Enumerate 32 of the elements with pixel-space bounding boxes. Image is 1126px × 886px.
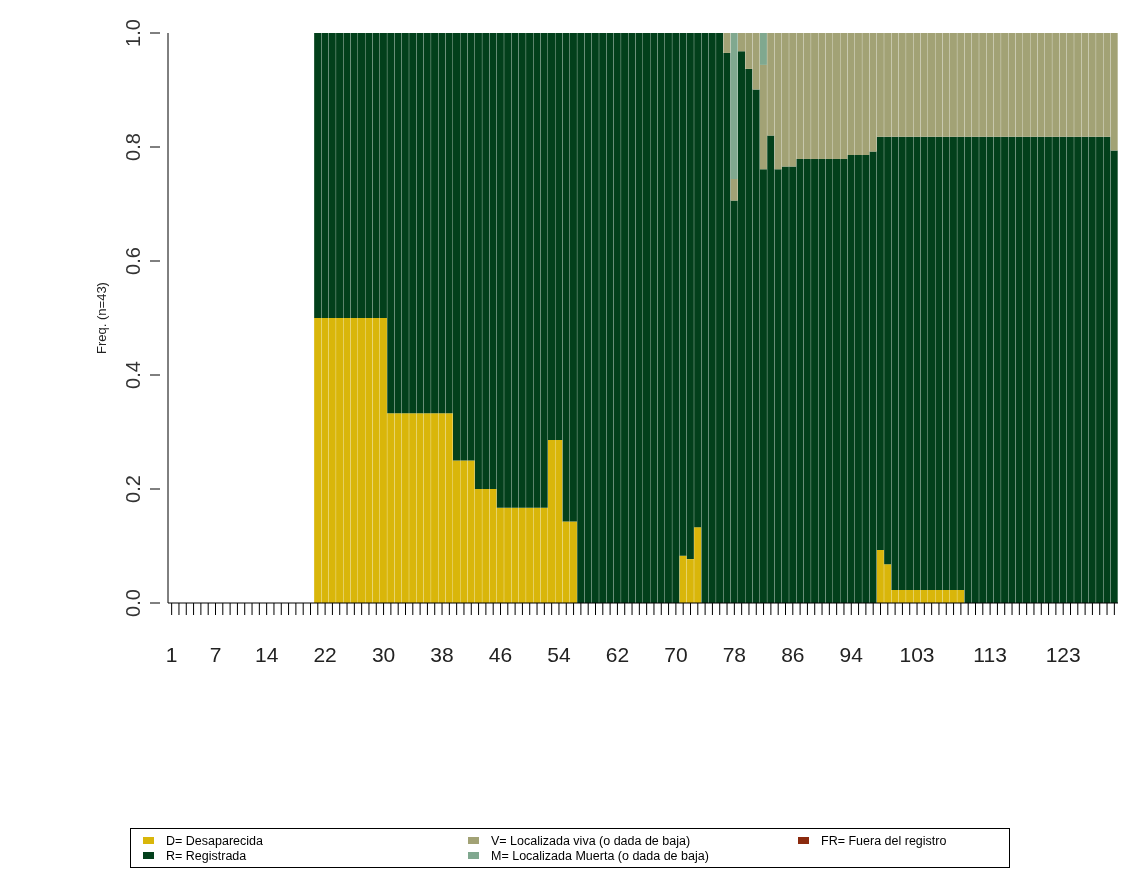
x-tick-label: 1	[165, 642, 178, 666]
bar	[723, 33, 731, 53]
y-axis-title: Freq. (n=43)	[94, 282, 109, 354]
y-tick-label: 0.2	[122, 475, 144, 503]
x-tick-label: 30	[371, 642, 396, 666]
x-tick-label: 113	[973, 642, 1007, 666]
legend-label: D= Desaparecida	[166, 833, 263, 848]
x-tick-label: 46	[488, 642, 513, 666]
x-tick-label: 38	[430, 642, 454, 666]
y-tick-label: 0.8	[122, 133, 144, 161]
x-tick-label: 62	[605, 642, 630, 666]
legend-label: R= Registrada	[166, 848, 247, 863]
x-tick-label: 54	[547, 642, 571, 666]
x-tick-label: 7	[209, 642, 222, 666]
x-tick-label: 14	[254, 642, 279, 666]
x-tick-label: 70	[664, 642, 688, 666]
x-tick-label: 103	[899, 642, 935, 666]
bar	[730, 33, 738, 179]
legend-label: V= Localizada viva (o dada de baja)	[491, 833, 691, 848]
x-tick-label: 22	[313, 642, 337, 666]
x-tick-label: 123	[1045, 642, 1081, 666]
y-tick-label: 1.0	[122, 19, 144, 47]
x-tick-label: 86	[781, 642, 805, 666]
y-tick-label: 0.6	[122, 247, 144, 275]
x-tick-label: 94	[839, 642, 864, 666]
bar	[730, 178, 738, 201]
x-tick-label: 78	[722, 642, 747, 666]
legend-label: M= Localizada Muerta (o dada de baja)	[491, 848, 709, 863]
y-tick-label: 0.0	[122, 589, 144, 617]
legend-label: FR= Fuera del registro	[821, 833, 947, 848]
y-tick-label: 0.4	[122, 361, 144, 389]
bar	[759, 33, 767, 65]
